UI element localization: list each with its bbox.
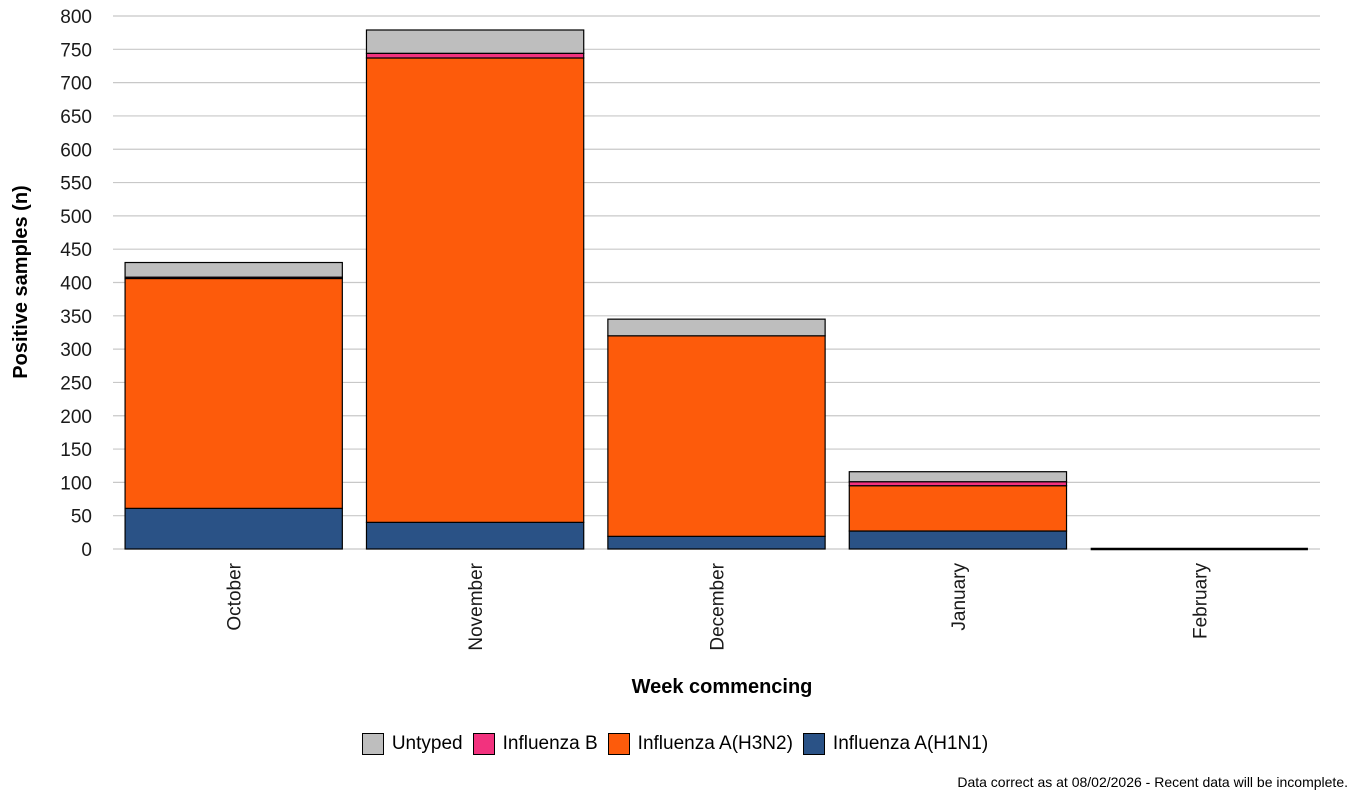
bar-segment — [365, 521, 585, 550]
y-tick-label: 500 — [60, 207, 92, 228]
x-tick-label: February — [1190, 563, 1211, 640]
bar-segment — [848, 485, 1068, 532]
y-tick-label: 300 — [60, 340, 92, 361]
legend-label: Influenza B — [502, 733, 598, 754]
y-tick-label: 650 — [60, 107, 92, 128]
stacked-bar-chart: 0 50 100 150 200 250 300 350 400 450 500 550 600 650 7… — [10, 7, 1320, 698]
bar-stack-january — [848, 471, 1068, 550]
y-tick-label: 100 — [60, 473, 92, 494]
legend-item: Untyped — [361, 733, 467, 755]
y-tick-label: 350 — [60, 307, 92, 328]
y-tick-label: 50 — [71, 507, 92, 528]
legend-item: Influenza A(H1N1) — [802, 733, 992, 755]
x-axis-title: Week commencing — [632, 676, 813, 698]
y-tick-label: 0 — [81, 540, 92, 561]
y-tick-label: 550 — [60, 174, 92, 195]
x-tick-label: October — [225, 562, 246, 630]
legend-item: Influenza A(H3N2) — [607, 733, 797, 755]
y-tick-label: 700 — [60, 74, 92, 95]
legend-swatch — [802, 733, 825, 755]
bar-segment — [365, 29, 585, 54]
legend-label: Influenza A(H1N1) — [832, 733, 989, 754]
bar-segment — [365, 52, 585, 59]
footnote: Data correct as at 08/02/2026 - Recent d… — [957, 774, 1348, 790]
y-tick-label: 150 — [60, 440, 92, 461]
legend-swatch — [361, 733, 384, 755]
legend-swatch — [607, 733, 630, 755]
y-axis-ticks: 0 50 100 150 200 250 300 350 400 450 500 550 600 650 7… — [60, 7, 92, 561]
y-tick-label: 450 — [60, 240, 92, 261]
y-tick-label: 750 — [60, 40, 92, 61]
x-tick-label: November — [466, 562, 487, 650]
y-tick-label: 200 — [60, 407, 92, 428]
bar-segment — [124, 507, 343, 550]
bar-segment — [607, 318, 826, 337]
y-tick-label: 600 — [60, 140, 92, 161]
y-tick-label: 800 — [60, 7, 92, 28]
x-axis-ticks: October November December January February — [225, 562, 1212, 650]
bar-segment — [124, 277, 343, 509]
x-tick-label: December — [708, 562, 729, 650]
bar-segment — [124, 261, 343, 278]
legend-swatch — [472, 733, 495, 755]
bar-segment — [607, 335, 826, 537]
bar-segment — [607, 535, 826, 550]
x-tick-label: January — [949, 563, 970, 631]
y-axis-title: Positive samples (n) — [10, 185, 32, 378]
bar-segment — [848, 530, 1068, 550]
legend-label: Untyped — [391, 733, 463, 754]
bar-segment — [848, 471, 1068, 483]
bar-stack-december — [607, 318, 826, 550]
bar-stack-october — [124, 261, 343, 550]
legend-item: Influenza B — [472, 733, 602, 755]
legend: Untyped Influenza B Influenza A(H3N2) Influ… — [0, 729, 1354, 759]
bar-segment — [365, 57, 585, 523]
bars — [124, 29, 1308, 551]
bar-stack-november — [365, 29, 585, 550]
y-tick-label: 250 — [60, 373, 92, 394]
y-tick-label: 400 — [60, 274, 92, 295]
legend-label: Influenza A(H3N2) — [637, 733, 793, 754]
